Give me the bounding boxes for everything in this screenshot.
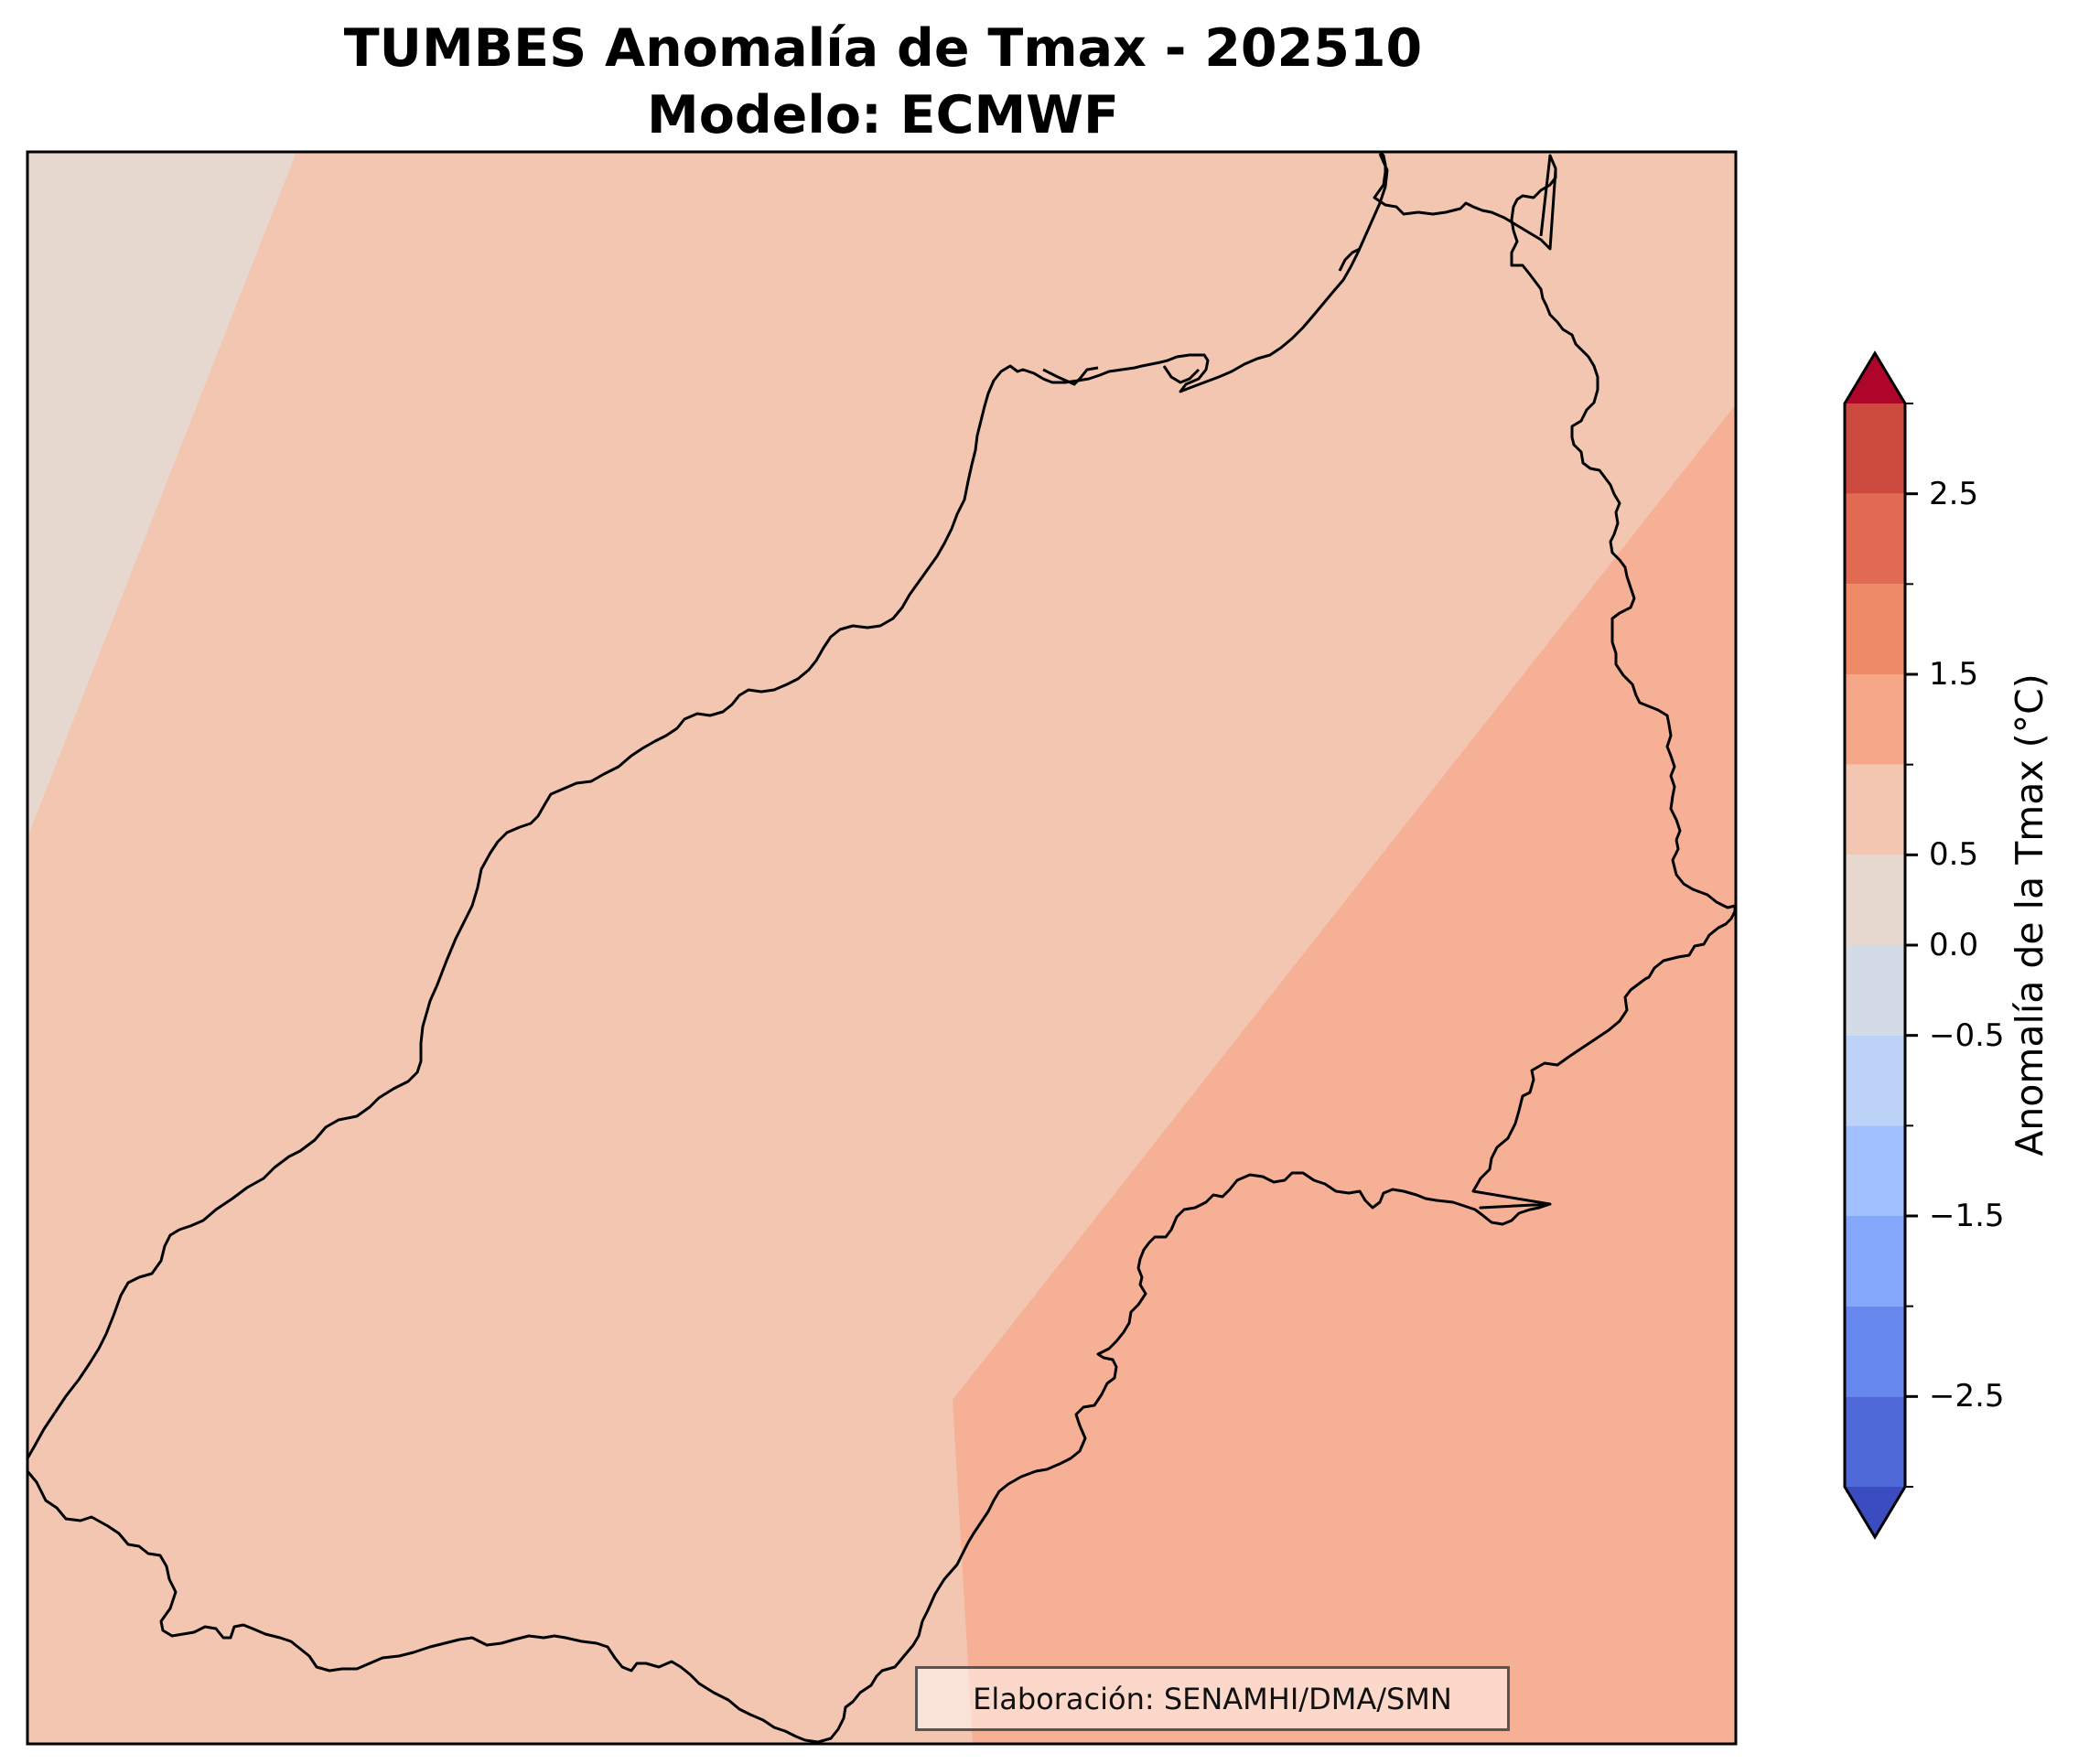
map-subtitle: Modelo: ECMWF <box>647 85 1119 145</box>
colorbar <box>1843 350 1918 1540</box>
colorbar-bin <box>1845 855 1905 945</box>
colorbar-bin <box>1845 674 1905 765</box>
field-near-zero <box>27 152 296 837</box>
colorbar-tick-label: 1.5 <box>1929 656 1979 693</box>
map-panel <box>26 150 1738 1746</box>
colorbar-tick-label: −2.5 <box>1929 1378 2005 1415</box>
colorbar-tick-label: 0.5 <box>1929 836 1979 874</box>
river-mouth <box>1338 247 1361 272</box>
colorbar-bin <box>1845 403 1905 494</box>
map-frame <box>26 150 1738 1746</box>
coastal-islet <box>1042 366 1099 386</box>
colorbar-bin <box>1845 1216 1905 1307</box>
colorbar-bin <box>1845 584 1905 674</box>
coastline-west <box>26 153 1389 1459</box>
colorbar-bin <box>1845 493 1905 585</box>
colorbar-tick-label: −1.5 <box>1929 1198 2005 1234</box>
colorbar-bin <box>1845 945 1905 1036</box>
colorbar-bin <box>1845 764 1905 855</box>
colorbar-tick-label: 2.5 <box>1929 475 1979 512</box>
colorbar-bin <box>1845 1125 1905 1216</box>
field-mid-positive <box>953 404 1736 1744</box>
map-title: TUMBES Anomalía de Tmax - 202510 <box>343 18 1423 79</box>
colorbar-extend-low <box>1845 1487 1905 1537</box>
colorbar-tick-label: −0.5 <box>1929 1016 2005 1054</box>
colorbar-bin <box>1845 1306 1905 1397</box>
colorbar-bin <box>1845 1396 1905 1487</box>
colorbar-extend-high <box>1845 353 1905 403</box>
colorbar-bin <box>1845 1035 1905 1126</box>
credit-box: Elaboración: SENAMHI/DMA/SMN <box>915 1666 1510 1731</box>
colorbar-label: Anomalía de la Tmax (°C) <box>2008 673 2052 1156</box>
credit-text: Elaboración: SENAMHI/DMA/SMN <box>973 1681 1452 1716</box>
coastline <box>1373 150 1557 251</box>
colorbar-tick-label: 0.0 <box>1929 927 1979 963</box>
department-boundary <box>26 154 1737 1744</box>
coastal-islet-2 <box>1162 365 1201 384</box>
